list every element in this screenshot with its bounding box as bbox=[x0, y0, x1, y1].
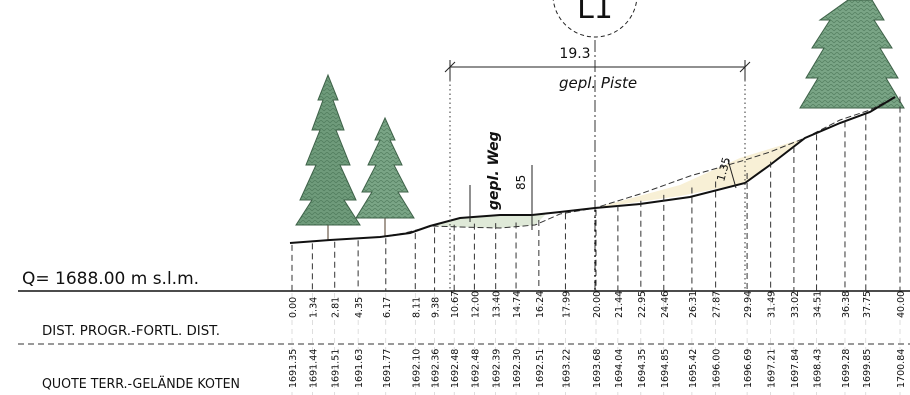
station-elevation: 1691.51 bbox=[331, 349, 342, 388]
station-elevation: 1694.85 bbox=[660, 349, 671, 388]
station-distance: 27.87 bbox=[712, 291, 723, 318]
station-elevation: 1691.77 bbox=[382, 349, 393, 388]
station-column: 8.11 1692.10 bbox=[411, 233, 422, 395]
station-elevation: 1694.35 bbox=[637, 349, 648, 388]
station-distance: 13.40 bbox=[492, 291, 503, 318]
station-column: 17.99 1693.22 bbox=[561, 213, 572, 395]
station-elevation: 1697.84 bbox=[790, 349, 801, 388]
station-column: 9.38 1692.36 bbox=[431, 227, 442, 395]
station-distance: 22.95 bbox=[637, 291, 648, 318]
station-distance: 1.34 bbox=[308, 297, 319, 318]
station-column: 1.34 1691.44 bbox=[308, 243, 319, 395]
station-distance: 12.00 bbox=[470, 291, 481, 318]
station-column: 29.94 1696.69 bbox=[743, 172, 754, 395]
station-elevation: 1696.69 bbox=[743, 349, 754, 388]
tree-left-2 bbox=[355, 116, 415, 237]
fill-area bbox=[595, 138, 805, 208]
weg-label: gepl. Weg bbox=[486, 131, 502, 210]
station-column: 24.46 1694.85 bbox=[660, 194, 671, 395]
station-column: 34.51 1698.43 bbox=[813, 134, 824, 395]
station-elevation: 1699.28 bbox=[841, 349, 852, 388]
station-distance: 37.75 bbox=[862, 291, 873, 318]
station-distance: 0.00 bbox=[288, 297, 299, 318]
station-column: 14.74 1692.30 bbox=[512, 222, 523, 395]
station-column: 0.00 1691.35 bbox=[288, 244, 299, 395]
station-column: 40.00 1700.84 bbox=[896, 96, 907, 395]
station-distance: 36.38 bbox=[841, 291, 852, 318]
station-distance: 26.31 bbox=[688, 291, 699, 318]
station-distance: 2.81 bbox=[331, 297, 342, 318]
station-column: 12.00 1692.48 bbox=[470, 223, 481, 395]
section-marker: L1 bbox=[552, 0, 638, 38]
station-distance: 20.00 bbox=[592, 291, 603, 318]
station-elevation: 1691.44 bbox=[308, 349, 319, 388]
piste-width-label: 19.3 bbox=[559, 46, 590, 62]
station-distance: 8.11 bbox=[411, 297, 422, 318]
station-column: 16.24 1692.51 bbox=[535, 220, 546, 395]
station-column: 27.87 1696.00 bbox=[712, 181, 723, 395]
slope-dim-label: 1.35 bbox=[714, 156, 733, 183]
station-distance: 16.24 bbox=[535, 291, 546, 318]
piste-dimension: 19.3 gepl. Piste bbox=[444, 46, 751, 290]
station-distance: 34.51 bbox=[813, 291, 824, 318]
station-elevation: 1692.30 bbox=[512, 349, 523, 388]
station-column: 37.75 1699.85 bbox=[862, 114, 873, 395]
station-distance: 31.49 bbox=[767, 291, 778, 318]
station-column: 22.95 1694.35 bbox=[637, 200, 648, 395]
station-column: 6.17 1691.77 bbox=[382, 238, 393, 395]
piste-label: gepl. Piste bbox=[559, 74, 637, 92]
station-elevation: 1692.39 bbox=[492, 349, 503, 388]
station-elevation: 1697.21 bbox=[767, 349, 778, 388]
tree-left-1 bbox=[295, 73, 361, 240]
station-column: 21.44 1694.04 bbox=[614, 205, 625, 395]
station-distance: 40.00 bbox=[896, 291, 907, 318]
tree-right bbox=[799, 0, 905, 109]
reference-level: Q= 1688.00 m s.l.m. bbox=[22, 269, 199, 289]
weg-width-label: 85 bbox=[514, 175, 528, 190]
station-elevation: 1700.84 bbox=[896, 349, 907, 388]
weg-annotation: gepl. Weg 85 bbox=[469, 131, 533, 230]
station-distance: 21.44 bbox=[614, 291, 625, 318]
row-label-distance: DIST. PROGR.-FORTL. DIST. bbox=[42, 324, 220, 339]
station-elevation: 1698.43 bbox=[813, 349, 824, 388]
station-column: 31.49 1697.21 bbox=[767, 161, 778, 395]
profile-table: DIST. PROGR.-FORTL. DIST. QUOTE TERR.-GE… bbox=[18, 290, 910, 392]
station-column: 13.40 1692.39 bbox=[492, 223, 503, 395]
station-distance: 29.94 bbox=[743, 291, 754, 318]
station-column: 36.38 1699.28 bbox=[841, 121, 852, 395]
station-elevation: 1691.63 bbox=[354, 349, 365, 388]
station-column: 26.31 1695.42 bbox=[688, 187, 699, 395]
station-elevation: 1692.51 bbox=[535, 349, 546, 388]
section-label: L1 bbox=[577, 0, 613, 26]
station-distance: 14.74 bbox=[512, 291, 523, 318]
station-column: 2.81 1691.51 bbox=[331, 241, 342, 395]
station-elevation: 1693.68 bbox=[592, 349, 603, 388]
station-columns: 0.00 1691.35 1.34 1691.44 2.81 1691.51 4.35 169… bbox=[288, 96, 907, 395]
station-distance: 17.99 bbox=[561, 291, 572, 318]
planned-terrain-line bbox=[289, 96, 896, 244]
station-elevation: 1699.85 bbox=[862, 349, 873, 388]
station-elevation: 1692.48 bbox=[450, 349, 461, 388]
station-distance: 10.67 bbox=[450, 291, 461, 318]
station-distance: 6.17 bbox=[382, 297, 393, 318]
row-label-elevation: QUOTE TERR.-GELÄNDE KOTEN bbox=[42, 376, 240, 392]
station-elevation: 1694.04 bbox=[614, 349, 625, 388]
station-distance: 4.35 bbox=[354, 297, 365, 318]
station-elevation: 1696.00 bbox=[712, 349, 723, 388]
station-elevation: 1692.36 bbox=[431, 349, 442, 388]
station-column: 33.02 1697.84 bbox=[790, 146, 801, 395]
station-distance: 24.46 bbox=[660, 291, 671, 318]
station-column: 10.67 1692.48 bbox=[450, 224, 461, 395]
station-elevation: 1691.35 bbox=[288, 349, 299, 388]
station-elevation: 1692.48 bbox=[470, 349, 481, 388]
station-distance: 9.38 bbox=[431, 297, 442, 318]
station-distance: 33.02 bbox=[790, 291, 801, 318]
station-column: 4.35 1691.63 bbox=[354, 240, 365, 395]
station-elevation: 1695.42 bbox=[688, 349, 699, 388]
station-elevation: 1693.22 bbox=[561, 349, 572, 388]
slope-annotation: 1.35 bbox=[714, 156, 737, 189]
station-elevation: 1692.10 bbox=[411, 349, 422, 388]
station-column: 20.00 1693.68 bbox=[592, 209, 603, 395]
